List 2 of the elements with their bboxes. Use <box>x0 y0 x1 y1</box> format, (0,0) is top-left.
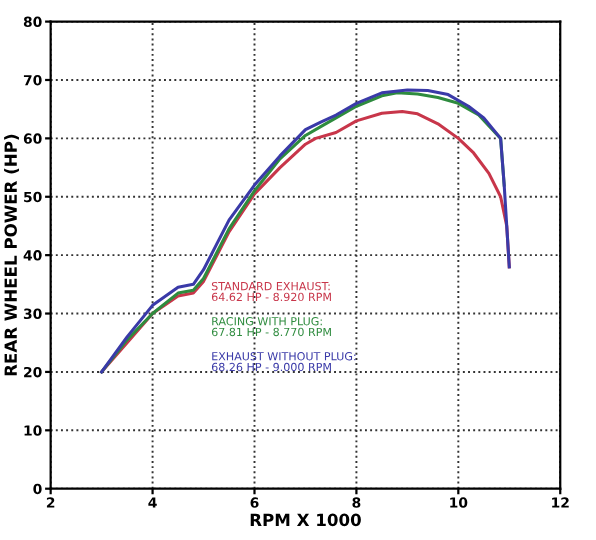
x-axis-title: RPM X 1000 <box>250 513 361 527</box>
y-axis-title: REAR WHEEL POWER (HP) <box>4 134 19 376</box>
